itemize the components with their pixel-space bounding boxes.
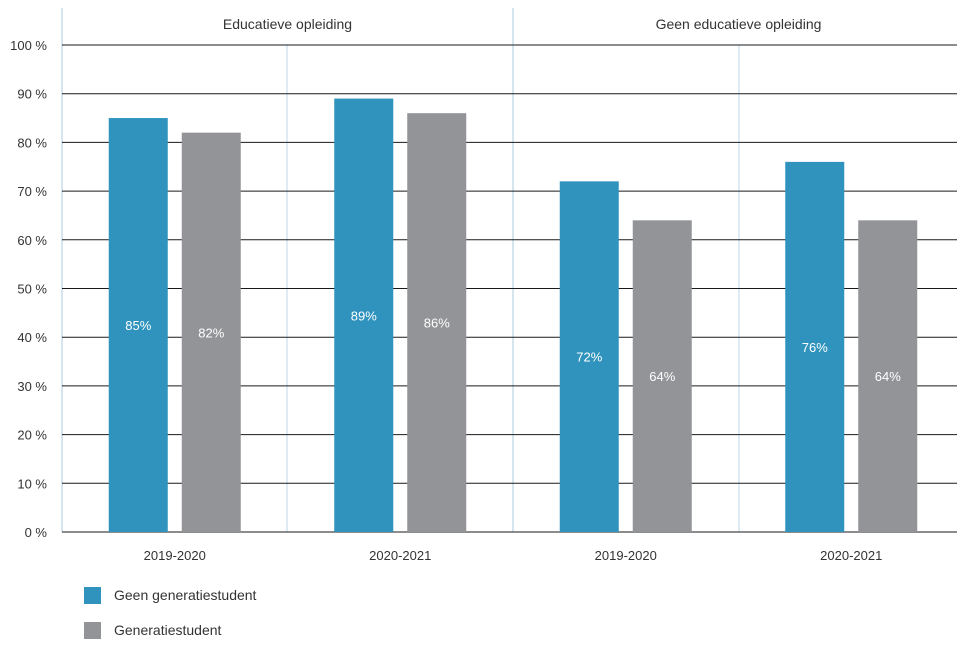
legend-swatch-generatiestudent xyxy=(84,621,101,639)
y-tick-label: 10 % xyxy=(17,476,47,491)
bar xyxy=(559,181,619,533)
y-tick-label: 40 % xyxy=(17,330,47,345)
legend-label: Geen generatiestudent xyxy=(114,587,257,603)
x-tick-label: 2019-2020 xyxy=(595,548,657,563)
data-label: 82% xyxy=(198,325,224,340)
legend-label: Generatiestudent xyxy=(114,622,222,638)
data-label: 64% xyxy=(649,369,675,384)
data-label: 86% xyxy=(424,316,450,331)
bar xyxy=(858,220,918,532)
y-tick-label: 90 % xyxy=(17,87,47,102)
y-tick-label: 50 % xyxy=(17,282,47,297)
bar xyxy=(108,118,168,533)
chart: 0 % 10 % 20 % 30 % 40 % 50 % 60 % 70 % 80 % 90 % 1… xyxy=(10,8,957,563)
legend-item-geen-generatiestudent: Geen generatiestudent xyxy=(84,586,256,604)
legend-swatch-geen-generatiestudent xyxy=(84,586,101,604)
x-tick-label: 2019-2020 xyxy=(144,548,206,563)
bar xyxy=(334,98,394,532)
y-tick-label: 70 % xyxy=(17,184,47,199)
legend-item-generatiestudent: Generatiestudent xyxy=(84,621,256,639)
y-tick-label: 80 % xyxy=(17,135,47,150)
x-tick-label: 2020-2021 xyxy=(369,548,431,563)
y-tick-label: 100 % xyxy=(10,38,47,53)
data-label: 64% xyxy=(875,369,901,384)
y-tick-label: 20 % xyxy=(17,428,47,443)
bar xyxy=(407,113,467,533)
group-label: Geen educatieve opleiding xyxy=(656,16,822,32)
group-label: Educatieve opleiding xyxy=(223,16,352,32)
data-label: 85% xyxy=(125,318,151,333)
bar xyxy=(632,220,692,532)
data-label: 89% xyxy=(351,308,377,323)
x-tick-label: 2020-2021 xyxy=(820,548,882,563)
data-label: 76% xyxy=(802,340,828,355)
legend: Geen generatiestudent Generatiestudent xyxy=(84,586,256,656)
data-label: 72% xyxy=(576,350,602,365)
y-tick-label: 0 % xyxy=(25,525,48,540)
y-tick-label: 60 % xyxy=(17,233,47,248)
y-tick-label: 30 % xyxy=(17,379,47,394)
bar xyxy=(181,132,241,532)
bar xyxy=(785,161,845,532)
